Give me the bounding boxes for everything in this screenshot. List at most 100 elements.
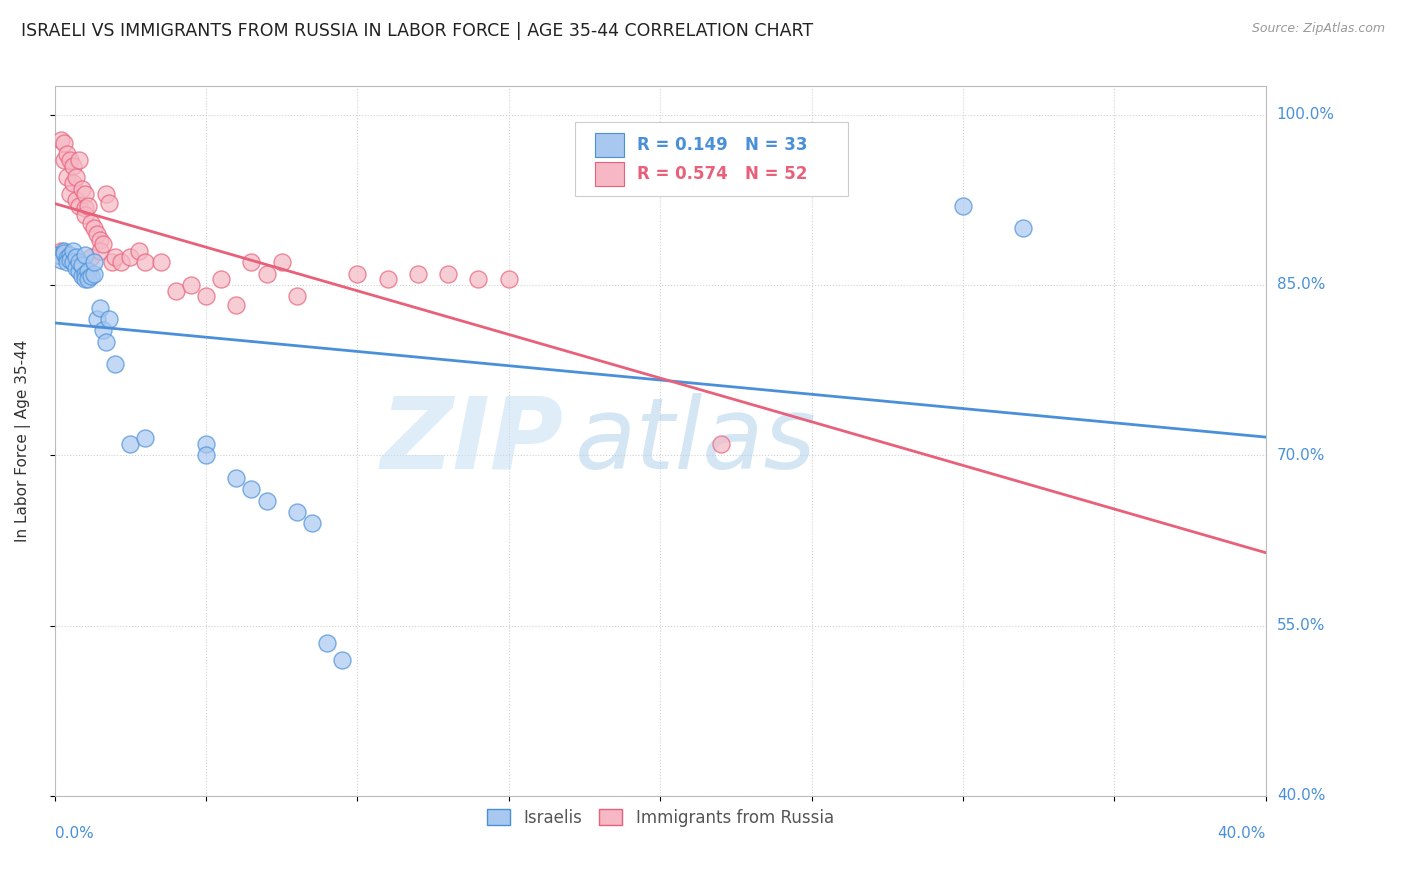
Point xyxy=(94,334,117,349)
Point xyxy=(49,244,72,258)
FancyBboxPatch shape xyxy=(595,133,624,157)
Legend: Israelis, Immigrants from Russia: Israelis, Immigrants from Russia xyxy=(479,802,841,833)
Point xyxy=(73,187,96,202)
Point xyxy=(80,268,103,283)
Point xyxy=(120,250,142,264)
Text: Source: ZipAtlas.com: Source: ZipAtlas.com xyxy=(1251,22,1385,36)
Point xyxy=(710,437,733,451)
Point xyxy=(377,272,399,286)
Point xyxy=(1012,221,1035,235)
Point xyxy=(62,244,84,258)
Point xyxy=(77,198,100,212)
Point xyxy=(62,159,84,173)
Point xyxy=(52,153,75,168)
Point xyxy=(240,483,263,497)
Point xyxy=(59,187,82,202)
Text: 85.0%: 85.0% xyxy=(1277,277,1324,293)
Point xyxy=(80,216,103,230)
Point xyxy=(55,147,77,161)
Point xyxy=(89,244,111,258)
Point xyxy=(89,233,111,247)
Point xyxy=(180,277,202,292)
Point xyxy=(46,248,69,262)
Point xyxy=(67,198,90,212)
Point xyxy=(67,153,90,168)
Point xyxy=(110,255,132,269)
Point xyxy=(225,298,247,312)
Point xyxy=(46,248,69,262)
Text: R = 0.574   N = 52: R = 0.574 N = 52 xyxy=(637,165,807,183)
Point xyxy=(209,272,232,286)
Point xyxy=(165,284,187,298)
Point xyxy=(59,248,82,262)
Text: 55.0%: 55.0% xyxy=(1277,618,1324,633)
Point xyxy=(62,176,84,190)
Point xyxy=(52,136,75,150)
Point xyxy=(49,253,72,268)
Point xyxy=(83,267,105,281)
Point xyxy=(80,250,103,264)
Point xyxy=(86,312,108,326)
Point xyxy=(91,323,114,337)
Text: atlas: atlas xyxy=(575,392,817,490)
Point xyxy=(59,253,82,268)
Point xyxy=(120,437,142,451)
Point xyxy=(77,264,100,278)
Text: 70.0%: 70.0% xyxy=(1277,448,1324,463)
Point xyxy=(65,170,87,185)
Point xyxy=(195,448,218,462)
Point xyxy=(498,272,520,286)
Point xyxy=(330,652,353,666)
Text: R = 0.149   N = 33: R = 0.149 N = 33 xyxy=(637,136,807,154)
Point xyxy=(73,272,96,286)
Point xyxy=(952,198,974,212)
Point xyxy=(70,181,93,195)
Point xyxy=(406,267,429,281)
Point xyxy=(285,505,308,519)
Point xyxy=(55,170,77,185)
Point xyxy=(104,358,127,372)
Point xyxy=(437,267,460,281)
Point xyxy=(195,289,218,303)
Text: 100.0%: 100.0% xyxy=(1277,107,1334,122)
Point xyxy=(73,248,96,262)
Point xyxy=(49,133,72,147)
Point xyxy=(83,255,105,269)
Point xyxy=(86,227,108,241)
Point xyxy=(270,255,292,269)
FancyBboxPatch shape xyxy=(575,122,848,196)
Text: 40.0%: 40.0% xyxy=(1218,826,1265,841)
Point xyxy=(83,221,105,235)
Point xyxy=(52,244,75,258)
Point xyxy=(67,255,90,269)
Point xyxy=(134,255,156,269)
Point xyxy=(73,267,96,281)
Point xyxy=(98,312,121,326)
Point xyxy=(301,516,323,531)
Text: 0.0%: 0.0% xyxy=(55,826,93,841)
Point xyxy=(73,208,96,222)
Point xyxy=(77,272,100,286)
Point xyxy=(73,201,96,215)
Point xyxy=(134,431,156,445)
Point xyxy=(225,471,247,485)
Point xyxy=(316,635,339,649)
Point xyxy=(65,193,87,207)
Point xyxy=(91,237,114,252)
Y-axis label: In Labor Force | Age 35-44: In Labor Force | Age 35-44 xyxy=(15,340,31,542)
Point xyxy=(256,493,278,508)
Point xyxy=(104,250,127,264)
Point xyxy=(65,250,87,264)
Text: ISRAELI VS IMMIGRANTS FROM RUSSIA IN LABOR FORCE | AGE 35-44 CORRELATION CHART: ISRAELI VS IMMIGRANTS FROM RUSSIA IN LAB… xyxy=(21,22,813,40)
Point xyxy=(55,251,77,265)
Point xyxy=(94,187,117,202)
Point xyxy=(128,244,150,258)
Point xyxy=(101,255,124,269)
Point xyxy=(285,289,308,303)
Point xyxy=(89,301,111,315)
Point xyxy=(65,260,87,275)
FancyBboxPatch shape xyxy=(595,161,624,186)
Point xyxy=(62,255,84,269)
Text: ZIP: ZIP xyxy=(380,392,564,490)
Text: 40.0%: 40.0% xyxy=(1277,789,1324,804)
